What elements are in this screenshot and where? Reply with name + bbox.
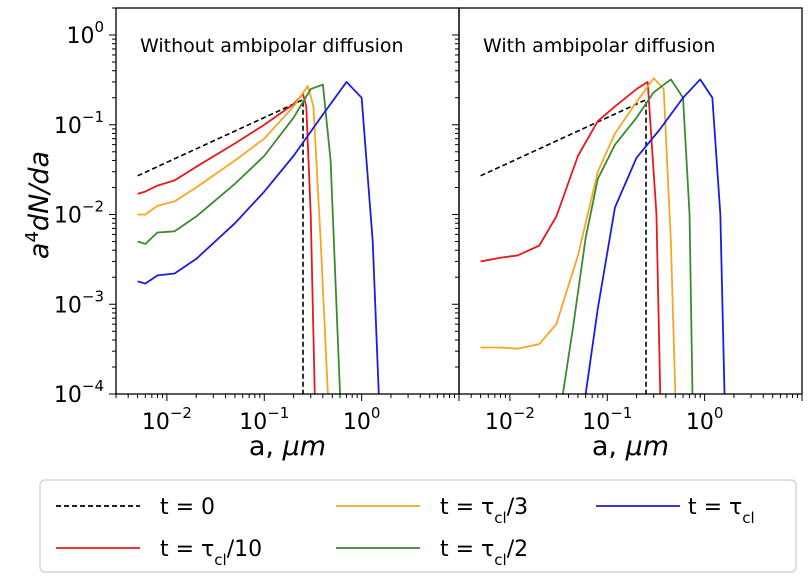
x-axis-label: a, μm	[592, 431, 669, 462]
panel-title: Without ambipolar diffusion	[140, 35, 404, 57]
series-line-4	[137, 81, 380, 394]
series-line-1	[480, 81, 662, 394]
panel-title: With ambipolar diffusion	[483, 35, 715, 57]
legend-label: t = τcl/10	[160, 537, 262, 569]
axes-frame	[115, 7, 460, 395]
series-line-3	[561, 78, 694, 394]
series-line-4	[584, 78, 726, 394]
y-axis-label: a4dN/da	[22, 151, 56, 259]
x-tick-label: 10−2	[142, 404, 192, 435]
legend-label: t = τcl/2	[440, 537, 528, 569]
y-tick-label: 10−3	[54, 287, 104, 318]
plot-area	[480, 77, 726, 394]
series-line-0	[480, 98, 647, 394]
x-tick-label: 100	[343, 404, 381, 435]
legend: t = 0 t = τcl/3 t = τcl t = τcl/10 t = τcl/2	[39, 479, 797, 573]
legend-frame	[39, 479, 797, 573]
y-tick-label: 10−1	[54, 108, 104, 139]
legend-label: t = τcl	[688, 495, 755, 527]
axes-frame	[458, 7, 803, 395]
y-tick-label: 10−2	[54, 198, 104, 229]
series-line-1	[137, 93, 316, 394]
legend-label: t = τcl/3	[440, 495, 528, 527]
panel-with-ambipolar: 10−2 10−1 100 With ambipolar diffusion a, μm	[452, 7, 803, 462]
plot-area	[137, 81, 380, 394]
panel-without-ambipolar: 10−2 10−1 100 100 10−1 10−2 10−3 10−4 Without am…	[54, 7, 460, 462]
x-tick-label: 10−2	[485, 404, 535, 435]
x-tick-label: 100	[686, 404, 724, 435]
series-line-2	[480, 77, 677, 394]
series-line-0	[137, 98, 304, 394]
x-tick-label: 10−1	[582, 404, 632, 435]
y-tick-label: 10−4	[54, 377, 104, 408]
legend-label: t = 0	[160, 495, 215, 520]
y-tick-label: 100	[66, 18, 104, 49]
series-line-2	[137, 85, 329, 394]
series-line-3	[137, 83, 341, 394]
x-axis-label: a, μm	[249, 431, 326, 462]
x-tick-label: 10−1	[239, 404, 289, 435]
